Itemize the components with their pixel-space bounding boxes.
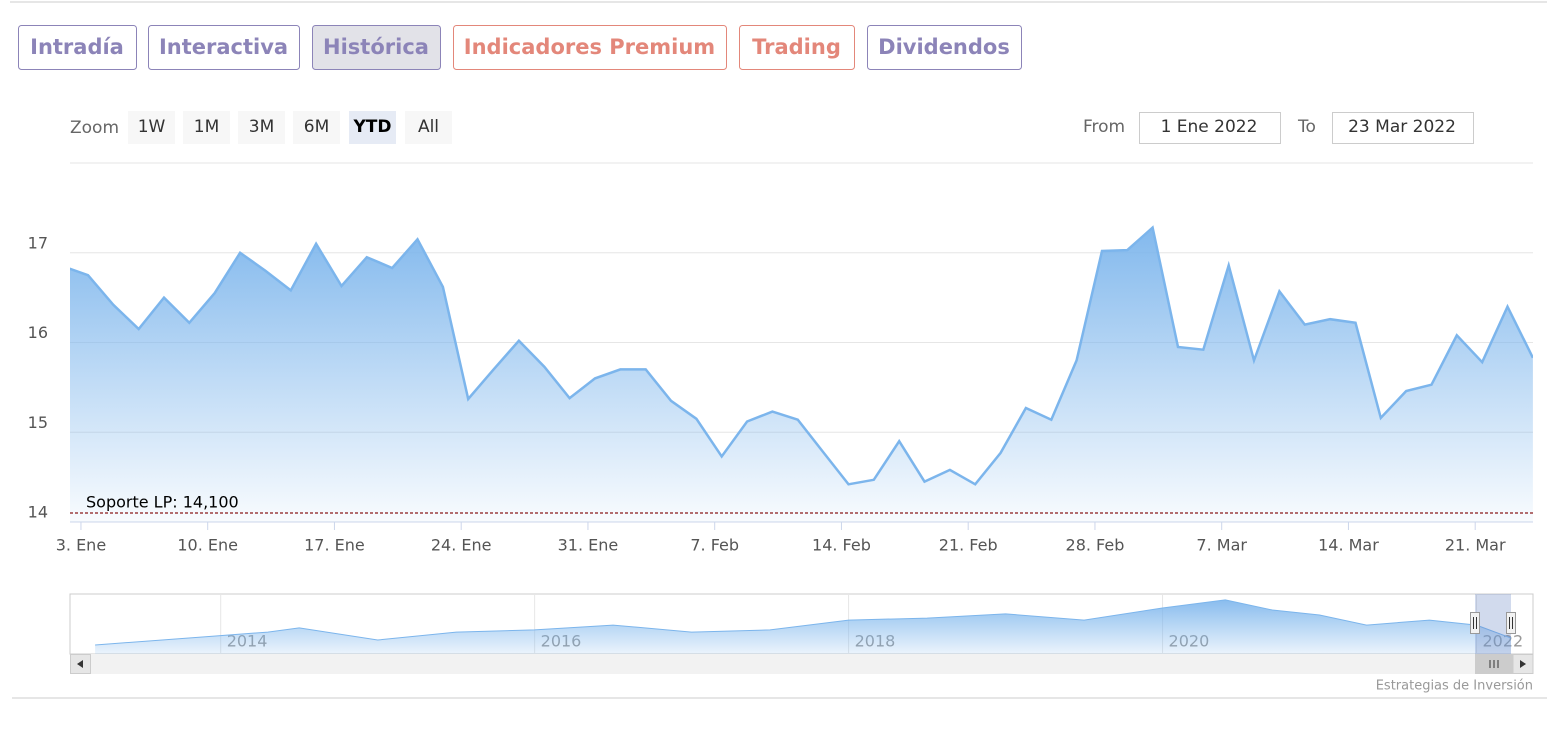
x-tick-label: 14. Mar — [1318, 536, 1379, 555]
tab-label: Interactiva — [159, 35, 288, 59]
zoom-button-label: 1W — [138, 117, 166, 137]
scrollbar-track — [70, 654, 1533, 674]
x-tick-label: 21. Feb — [939, 536, 998, 555]
tab-button[interactable] — [18, 25, 137, 70]
x-tick-label: 7. Feb — [690, 536, 739, 555]
tab-label: Trading — [752, 35, 841, 59]
tab-label: Indicadores Premium — [464, 35, 715, 59]
x-tick-label: 17. Ene — [304, 536, 365, 555]
handle-grip — [1473, 617, 1477, 629]
credits[interactable]: Estrategias de Inversión — [1376, 679, 1533, 694]
zoom-button-label: 1M — [194, 117, 219, 137]
zoom-button[interactable] — [405, 111, 452, 144]
tab-button[interactable] — [148, 25, 300, 70]
to-label: To — [1297, 117, 1316, 137]
zoom-button-label: All — [418, 117, 439, 137]
x-tick-label: 10. Ene — [177, 536, 238, 555]
handle-grip — [1509, 617, 1513, 629]
navigator-mask — [1475, 594, 1511, 654]
navigator-handle[interactable] — [1506, 612, 1516, 634]
zoom-button[interactable] — [128, 111, 175, 144]
navigator-handle[interactable] — [1470, 612, 1480, 634]
thumb-grip — [1489, 660, 1499, 668]
zoom-button-label: 6M — [304, 117, 329, 137]
x-tick-label: 7. Mar — [1196, 536, 1247, 555]
to-value: 23 Mar 2022 — [1348, 117, 1456, 137]
from-input[interactable] — [1139, 112, 1281, 144]
zoom-label: Zoom — [70, 118, 119, 138]
tab-button[interactable] — [453, 25, 727, 70]
x-tick-label: 28. Feb — [1066, 536, 1125, 555]
x-tick-label: 21. Mar — [1445, 536, 1506, 555]
navigator-area — [95, 599, 1512, 654]
y-tick-label: 17 — [28, 233, 48, 252]
to-input[interactable] — [1332, 112, 1474, 144]
line — [70, 225, 1533, 486]
tab-button[interactable] — [867, 25, 1022, 70]
y-tick-label: 14 — [28, 503, 48, 522]
x-tick-label: 24. Ene — [431, 536, 492, 555]
y-tick-label: 16 — [28, 323, 48, 342]
from-label: From — [1083, 117, 1125, 137]
zoom-button[interactable] — [183, 111, 230, 144]
tab-label: Dividendos — [878, 35, 1010, 59]
x-tick-label: 3. Ene — [56, 536, 106, 555]
from-value: 1 Ene 2022 — [1161, 117, 1258, 137]
tab-button[interactable] — [739, 25, 855, 70]
x-tick-label: 31. Ene — [558, 536, 619, 555]
tab-label: Intradía — [30, 35, 124, 59]
navigator-line — [95, 599, 1512, 646]
arrow-left — [77, 660, 83, 668]
zoom-button[interactable] — [349, 111, 396, 144]
support-label: Soporte LP: 14,100 — [86, 493, 239, 512]
zoom-button[interactable] — [238, 111, 285, 144]
arrow-right — [1520, 660, 1526, 668]
zoom-button-label: 3M — [249, 117, 274, 137]
zoom-button[interactable] — [293, 111, 340, 144]
x-tick-label: 14. Feb — [812, 536, 871, 555]
y-tick-label: 15 — [28, 413, 48, 432]
tab-button[interactable] — [312, 25, 441, 70]
tab-label: Histórica — [323, 35, 429, 59]
area — [70, 227, 1533, 522]
zoom-button-label: YTD — [352, 117, 391, 137]
